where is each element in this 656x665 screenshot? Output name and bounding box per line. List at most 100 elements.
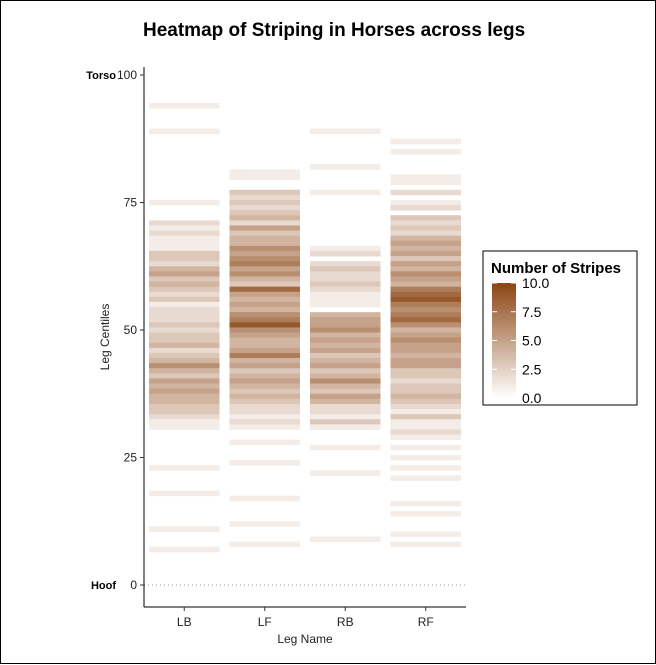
heatmap-cell — [310, 296, 381, 303]
heatmap-cell — [310, 271, 381, 277]
heatmap-cell — [149, 271, 220, 277]
heatmap-cell — [149, 546, 220, 553]
heatmap-cell — [149, 103, 220, 109]
heatmap-cell — [390, 388, 461, 395]
heatmap-cell — [149, 414, 220, 420]
heatmap-cell — [229, 388, 300, 395]
heatmap-cell — [390, 179, 461, 186]
heatmap-cell — [229, 266, 300, 272]
heatmap-cell — [229, 250, 300, 257]
heatmap-cell — [390, 398, 461, 405]
heatmap-cell — [390, 301, 461, 308]
heatmap-cell — [149, 398, 220, 405]
heatmap-cell — [310, 189, 381, 196]
heatmap-cell — [310, 352, 381, 359]
heatmap-cell — [229, 281, 300, 288]
heatmap-cell — [229, 332, 300, 339]
heatmap-cell — [390, 291, 461, 298]
heatmap-cell — [310, 403, 381, 410]
heatmap-cell — [390, 409, 461, 415]
heatmap-cell — [149, 373, 220, 379]
heatmap-cell — [229, 398, 300, 405]
heatmap-cell — [390, 358, 461, 364]
heatmap-cell — [229, 210, 300, 216]
heatmap-cell — [229, 286, 300, 293]
heatmap-cell — [310, 322, 381, 328]
heatmap-cell — [310, 276, 381, 282]
heatmap-cell — [310, 317, 381, 323]
heatmap-cell — [149, 337, 220, 344]
heatmap-cell — [229, 419, 300, 425]
heatmap-cell — [390, 393, 461, 400]
chart-title: Heatmap of Striping in Horses across leg… — [143, 20, 525, 41]
heatmap-cell — [229, 199, 300, 206]
heatmap-cell — [390, 363, 461, 369]
heatmap-cell — [310, 419, 381, 425]
heatmap-cell — [229, 220, 300, 226]
heatmap-cell — [229, 194, 300, 201]
x-tick-label: LB — [177, 615, 192, 629]
heatmap-cell — [229, 378, 300, 384]
heatmap-cell — [390, 215, 461, 221]
x-tick-label: RF — [418, 615, 434, 629]
heatmap-cell — [149, 128, 220, 135]
heatmap-cell — [390, 347, 461, 354]
heatmap-cell — [229, 495, 300, 502]
heatmap-cell — [149, 301, 220, 308]
heatmap-cell — [310, 444, 381, 451]
heatmap-cell — [149, 347, 220, 354]
heatmap-cell — [149, 240, 220, 247]
heatmap-cell — [229, 541, 300, 548]
heatmap-cell — [149, 378, 220, 384]
heatmap-cell — [149, 281, 220, 288]
heatmap-cell — [390, 317, 461, 323]
legend-tick-label: 0.0 — [522, 390, 542, 406]
heatmap-cell — [390, 378, 461, 384]
heatmap-cell — [390, 266, 461, 272]
heatmap-cell — [390, 205, 461, 211]
heatmap-cell — [149, 312, 220, 318]
heatmap-cell — [310, 291, 381, 298]
heatmap-cell — [229, 317, 300, 323]
heatmap-cell — [149, 526, 220, 532]
heatmap-cell — [149, 322, 220, 328]
heatmap-cell — [149, 286, 220, 293]
heatmap-cell — [149, 250, 220, 257]
heatmap-cell — [229, 460, 300, 466]
x-tick-label: RB — [337, 615, 354, 629]
heatmap-cell — [390, 174, 461, 180]
heatmap-cell — [229, 347, 300, 354]
heatmap-cell — [390, 225, 461, 231]
heatmap-cell — [310, 388, 381, 395]
y-annotation-label: Hoof — [91, 580, 116, 592]
heatmap-cell — [149, 276, 220, 282]
heatmap-cell — [310, 358, 381, 364]
heatmap-cell — [390, 465, 461, 471]
heatmap-cell — [390, 332, 461, 339]
heatmap-cell — [229, 439, 300, 446]
heatmap-cell — [390, 342, 461, 349]
y-tick-label: 50 — [124, 323, 138, 337]
heatmap-cell — [149, 327, 220, 333]
heatmap-cell — [149, 296, 220, 303]
heatmap-cell — [390, 403, 461, 410]
heatmap-cell — [149, 490, 220, 497]
heatmap-cell — [149, 368, 220, 374]
heatmap-cell — [390, 500, 461, 507]
heatmap-cell — [229, 174, 300, 180]
y-tick-label: 0 — [130, 578, 137, 592]
y-tick-label: 25 — [124, 451, 138, 465]
y-axis-ticks: 0 25 50 75 100 — [117, 68, 144, 592]
x-axis-ticks: LB LF RB RF — [177, 607, 434, 629]
heatmap-cell — [229, 327, 300, 333]
heatmap-cell — [149, 307, 220, 313]
heatmap-cell — [390, 541, 461, 548]
heatmap-cell — [229, 235, 300, 242]
heatmap-cell — [149, 352, 220, 359]
heatmap-cell — [310, 245, 381, 252]
heatmap-cell — [310, 393, 381, 400]
legend-tick-label: 7.5 — [522, 304, 542, 320]
heatmap-cell — [390, 383, 461, 390]
